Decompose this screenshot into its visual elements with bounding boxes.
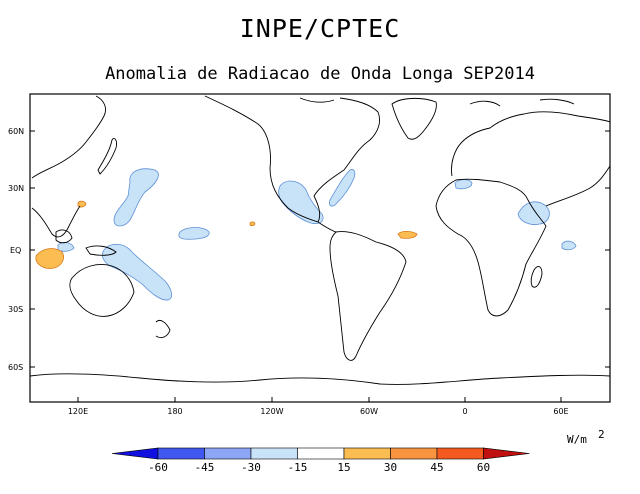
coast-east-asia	[31, 95, 107, 179]
colorbar-bin	[390, 447, 438, 460]
map-frame	[29, 93, 611, 403]
coast-new-zealand	[155, 319, 171, 339]
anomaly-atlantic	[329, 169, 356, 207]
colorbar-bin	[157, 447, 205, 460]
colorbar-bin	[204, 447, 252, 460]
coastlines	[29, 95, 611, 385]
anomaly-atlantic-warm	[397, 230, 418, 239]
lat-label-60n: 60N	[8, 127, 24, 136]
lat-label-60s: 60S	[8, 363, 23, 372]
coast-madagascar	[530, 266, 543, 288]
coast-japan	[97, 137, 117, 175]
lat-label-30n: 30N	[8, 184, 24, 193]
colorbar-label: 45	[430, 461, 443, 474]
lon-label-60e: 60E	[553, 407, 568, 416]
coast-europe	[451, 111, 611, 177]
coast-antarctica	[29, 373, 611, 385]
colorbar-bin	[343, 447, 391, 460]
coast-new-guinea	[85, 245, 117, 256]
latitude-axis	[30, 130, 610, 368]
lon-label-60w: 60W	[360, 407, 378, 416]
colorbar-arrow-low	[111, 447, 159, 460]
anomaly-pacific-warm	[249, 221, 256, 227]
colorbar-bin	[250, 447, 298, 460]
coast-australia	[69, 264, 135, 317]
coast-borneo	[55, 229, 73, 244]
lon-label-120e: 120E	[68, 407, 88, 416]
unit-text: W/m	[567, 433, 587, 446]
anomaly-sahel	[454, 179, 473, 190]
colorbar-label: 60	[477, 461, 490, 474]
lon-label-120w: 120W	[260, 407, 283, 416]
lon-label-180: 180	[167, 407, 182, 416]
positive-anomaly-areas	[35, 200, 418, 269]
anomaly-pacific-north	[113, 168, 159, 227]
anomaly-indonesia-warm	[35, 248, 64, 269]
lon-label-0: 0	[462, 407, 467, 416]
colorbar-label: -15	[288, 461, 308, 474]
coast-central-america	[317, 221, 337, 233]
coast-arctic-islands	[299, 97, 575, 107]
anomaly-spcz	[102, 243, 172, 301]
anomaly-central-pacific	[178, 227, 210, 240]
unit-label: W/m	[567, 433, 587, 446]
colorbar-label: -45	[195, 461, 215, 474]
colorbar-label: -60	[148, 461, 168, 474]
lat-label-30s: 30S	[8, 305, 23, 314]
negative-anomaly-areas	[57, 168, 577, 301]
colorbar-label: -30	[241, 461, 261, 474]
anomaly-indonesia	[57, 242, 75, 252]
anomaly-indian-ocean	[561, 240, 577, 251]
coast-south-america	[329, 231, 407, 361]
coast-asia	[545, 165, 611, 207]
page-title: INPE/CPTEC	[239, 14, 401, 43]
longitude-axis	[77, 397, 562, 402]
coast-greenland	[391, 97, 437, 140]
colorbar-label: 15	[337, 461, 350, 474]
colorbar: -60 -45 -30 -15 15 30 45 60	[111, 447, 530, 474]
colorbar-bin	[297, 447, 345, 460]
colorbar-arrow-high	[483, 447, 530, 460]
coast-north-america	[204, 95, 381, 223]
lat-label-eq: EQ	[10, 246, 21, 255]
map-subtitle: Anomalia de Radiacao de Onda Longa SEP20…	[105, 64, 535, 84]
colorbar-bin	[436, 447, 484, 460]
anomaly-east-africa	[517, 201, 550, 225]
colorbar-label: 30	[384, 461, 397, 474]
unit-exponent: 2	[598, 428, 605, 441]
coast-africa	[435, 178, 547, 317]
coast-southeast-asia	[31, 205, 81, 238]
anomaly-philippines-warm	[77, 200, 87, 208]
